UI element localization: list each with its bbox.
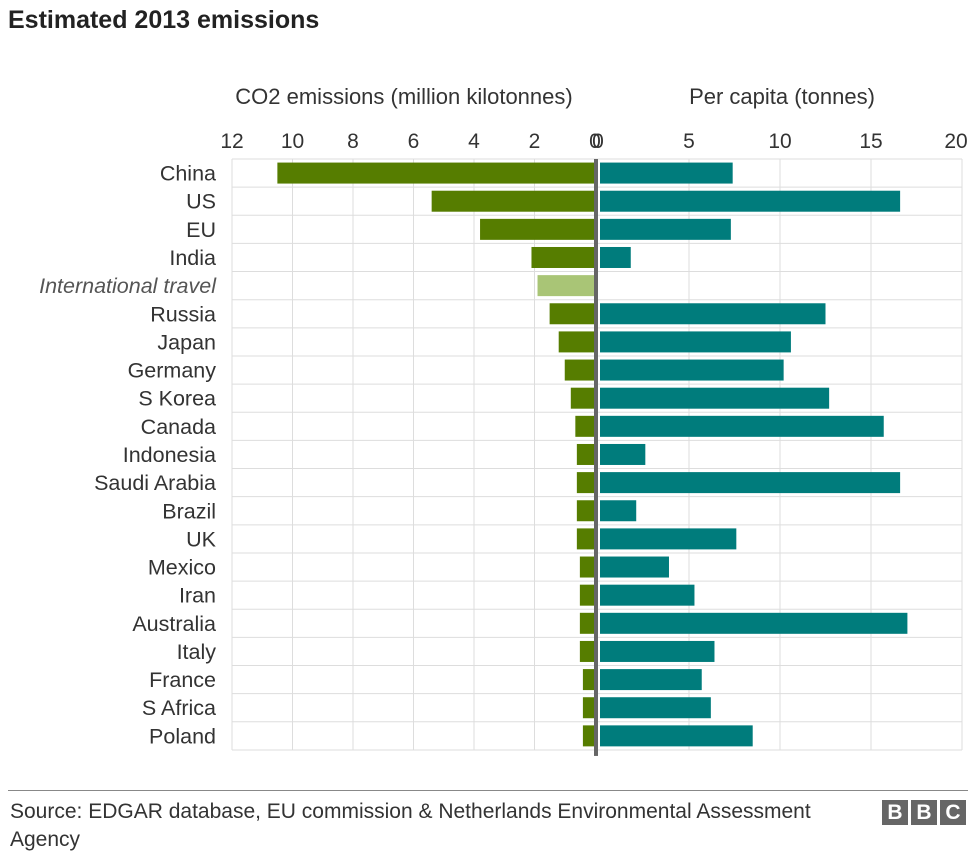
category-label: Russia (150, 302, 216, 326)
per-capita-bar (600, 190, 901, 212)
tick-label: 8 (347, 130, 359, 153)
emissions-bar (558, 331, 595, 353)
category-label: UK (186, 527, 217, 551)
tick-label: 0 (592, 130, 604, 153)
emissions-bar (576, 443, 595, 465)
category-label: Japan (157, 330, 216, 354)
per-capita-bar (600, 443, 646, 465)
per-capita-bar (600, 697, 711, 719)
emissions-bar (579, 640, 595, 662)
category-label: International travel (39, 274, 217, 298)
category-label: Indonesia (123, 443, 216, 467)
category-label: Iran (179, 584, 216, 608)
per-capita-bar (600, 359, 784, 381)
logo-letter: B (911, 800, 937, 825)
category-label: Poland (149, 724, 216, 748)
per-capita-bar (600, 669, 702, 691)
category-label: France (149, 668, 216, 692)
footer-divider (8, 790, 968, 791)
category-label: China (160, 162, 216, 186)
tick-label: 12 (220, 130, 243, 153)
tick-label: 5 (683, 130, 695, 153)
emissions-bar (549, 303, 595, 325)
category-label: India (169, 246, 216, 270)
bars (277, 159, 908, 756)
category-label: Mexico (148, 556, 216, 580)
emissions-bar (531, 246, 595, 268)
tick-label: 10 (281, 130, 304, 153)
emissions-bar (576, 500, 595, 522)
tick-label: 20 (944, 130, 967, 153)
per-capita-bar (600, 246, 631, 268)
per-capita-bar (600, 584, 695, 606)
category-label: US (186, 190, 216, 214)
category-label: Germany (128, 359, 217, 383)
per-capita-bar (600, 500, 637, 522)
tick-label: 0 (589, 130, 601, 153)
category-label: EU (186, 218, 216, 242)
emissions-bar (579, 556, 595, 578)
zero-axis (594, 159, 598, 756)
emissions-bar (575, 415, 595, 437)
chart-title: Estimated 2013 emissions (8, 6, 320, 34)
tick-label: 10 (768, 130, 791, 153)
per-capita-bar (600, 528, 737, 550)
category-label: S Korea (138, 387, 216, 411)
per-capita-bar (600, 331, 791, 353)
category-label: Australia (132, 612, 216, 636)
category-label: Saudi Arabia (94, 471, 216, 495)
emissions-bar (576, 528, 595, 550)
emissions-bar (582, 725, 595, 747)
category-label: Brazil (162, 499, 216, 523)
per-capita-bar (600, 303, 826, 325)
per-capita-bar (600, 640, 715, 662)
tick-label: 6 (408, 130, 420, 153)
source-note: Source: EDGAR database, EU commission & … (10, 800, 811, 851)
per-capita-bar (600, 612, 908, 634)
emissions-bar (537, 275, 595, 297)
logo-letter: B (882, 800, 908, 825)
emissions-bar (277, 162, 595, 184)
bbc-logo: B B C (882, 800, 966, 825)
per-capita-bar (600, 415, 884, 437)
tick-label: 4 (468, 130, 480, 153)
tick-label: 15 (859, 130, 882, 153)
right-panel-title: Per capita (tonnes) (689, 84, 875, 109)
tick-labels: 12 10 8 6 4 2 00 5 10 15 20 (220, 130, 967, 153)
emissions-bar (480, 218, 595, 240)
emissions-chart: China US EU India International travel Russia… (39, 84, 968, 756)
per-capita-bar (600, 387, 830, 409)
category-label: S Africa (142, 696, 216, 720)
emissions-bar (564, 359, 595, 381)
per-capita-bar (600, 556, 669, 578)
per-capita-bar (600, 162, 733, 184)
emissions-bar (579, 612, 595, 634)
tick-label: 2 (529, 130, 541, 153)
logo-letter: C (940, 800, 966, 825)
emissions-bar (431, 190, 595, 212)
emissions-bar (570, 387, 595, 409)
per-capita-bar (600, 218, 731, 240)
per-capita-bar (600, 725, 753, 747)
left-panel-title: CO2 emissions (million kilotonnes) (235, 84, 572, 109)
category-labels: China US EU India International travel Russia… (39, 162, 217, 749)
emissions-bar (576, 472, 595, 494)
emissions-bar (579, 584, 595, 606)
emissions-bar (582, 697, 595, 719)
per-capita-bar (600, 472, 901, 494)
category-label: Italy (177, 640, 217, 664)
category-label: Canada (141, 415, 216, 439)
emissions-bar (582, 669, 595, 691)
